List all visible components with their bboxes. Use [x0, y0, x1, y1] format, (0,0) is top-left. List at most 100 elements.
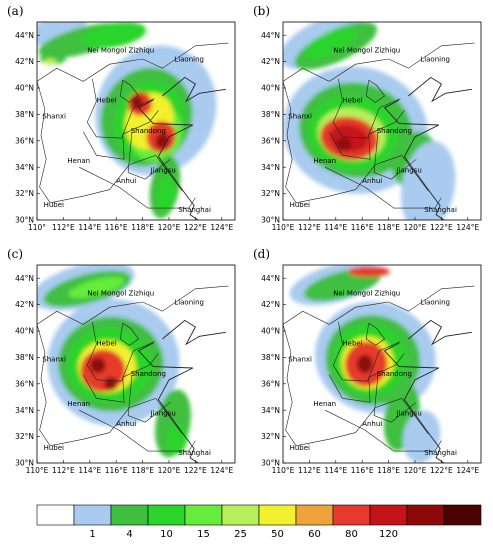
x-tick-label: 116°E: [105, 223, 128, 232]
border-line: [79, 409, 196, 452]
border-line: [37, 324, 51, 446]
y-tick-label: 30°N: [15, 459, 34, 468]
y-tick-label: 42°N: [15, 57, 34, 66]
panel-frame: [36, 21, 236, 221]
y-tick-label: 36°N: [15, 136, 34, 145]
y-tick-label: 42°N: [15, 300, 34, 309]
colorbar-label: 25: [234, 529, 247, 540]
border-line: [325, 166, 442, 209]
colorbar-swatch: [332, 504, 371, 526]
border-line: [119, 79, 140, 103]
x-tick-label: 110°E: [272, 466, 295, 475]
region-label: Hebei: [342, 97, 362, 105]
colorbar-swatch: [110, 504, 149, 526]
border-line: [283, 42, 475, 82]
province-borders: [37, 42, 229, 220]
rain-contour: [104, 377, 118, 391]
region-label: Hubei: [290, 444, 310, 452]
rain-contour: [156, 175, 177, 212]
rain-contour: [155, 133, 170, 149]
colorbar-swatch: [147, 504, 186, 526]
x-tick-label: 114°E: [324, 466, 347, 475]
colorbar-swatch: [369, 504, 408, 526]
region-label: Liaoning: [174, 299, 204, 307]
rain-contour: [68, 276, 125, 299]
border-line: [283, 285, 475, 325]
x-tick-label: 118°E: [377, 466, 400, 475]
map-panel: Nei Mongol Zizhiqu Liaoning Hebei Shanxi Sha…: [253, 247, 482, 475]
border-line: [365, 79, 386, 103]
rain-contour: [303, 268, 381, 302]
region-label: Shanxi: [288, 112, 312, 120]
region-label: Anhui: [116, 177, 136, 185]
region-label: Henan: [313, 157, 336, 165]
y-tick-label: 44°N: [15, 274, 34, 283]
border-line: [373, 374, 417, 423]
border-line: [127, 131, 171, 180]
rain-contour: [356, 354, 373, 374]
region-label: Shanxi: [42, 112, 66, 120]
colorbar-swatch: [221, 504, 260, 526]
x-tick-label: 122°E: [184, 223, 207, 232]
x-tick-label: 116°E: [351, 223, 374, 232]
y-tick-label: 32°N: [261, 189, 280, 198]
rain-contour: [131, 95, 144, 110]
rain-contour: [400, 141, 456, 220]
y-tick-label: 44°N: [261, 274, 280, 283]
colorbar-label: 1: [89, 529, 95, 540]
region-label: Shanghai: [424, 206, 457, 214]
x-tick-label: 124°E: [210, 466, 233, 475]
x-tick-label: 120°E: [158, 223, 181, 232]
border-line: [283, 81, 297, 203]
x-tick-label: 124°E: [210, 223, 233, 232]
region-label: Hubei: [44, 201, 64, 209]
x-tick-label: 116°E: [105, 466, 128, 475]
colorbar-swatch: [295, 504, 334, 526]
border-line: [332, 321, 401, 382]
rain-contour: [335, 138, 352, 152]
province-borders: [37, 285, 229, 463]
y-tick-label: 42°N: [261, 300, 280, 309]
coastline: [383, 99, 445, 220]
region-label: Shanghai: [424, 449, 457, 457]
region-label: Henan: [313, 400, 336, 408]
x-tick-label: 110°: [28, 223, 46, 232]
rain-contour: [166, 423, 188, 455]
panel-frame: [282, 21, 482, 221]
y-tick-label: 38°N: [15, 110, 34, 119]
y-tick-label: 44°N: [261, 31, 280, 40]
region-label: Henan: [67, 157, 90, 165]
x-tick-label: 122°E: [184, 466, 207, 475]
rain-contour: [347, 266, 390, 277]
region-label: Hebei: [96, 97, 116, 105]
region-label: Hebei: [96, 340, 116, 348]
coastline: [383, 342, 445, 463]
region-label: Jiangsu: [396, 410, 422, 418]
rain-contour: [89, 357, 106, 374]
colorbar-label: 15: [197, 529, 210, 540]
colorbar-label: 4: [126, 529, 132, 540]
x-tick-label: 124°E: [456, 466, 479, 475]
y-tick-label: 32°N: [15, 432, 34, 441]
colorbar: 1 4 10 15 25 50 60 80 120: [36, 504, 482, 540]
y-tick-label: 40°N: [261, 84, 280, 93]
rain-contour: [43, 58, 57, 65]
border-line: [332, 78, 401, 139]
y-tick-label: 40°N: [15, 84, 34, 93]
x-tick-label: 112°E: [298, 223, 321, 232]
border-line: [37, 285, 229, 325]
border-line: [283, 324, 297, 446]
region-label: Shanxi: [288, 355, 312, 363]
region-label: Hebei: [342, 340, 362, 348]
border-line: [79, 166, 196, 209]
region-label: Nei Mongol Zizhiqu: [333, 46, 400, 54]
region-label: Nei Mongol Zizhiqu: [87, 289, 154, 297]
rain-contour: [303, 27, 358, 59]
region-label: Nei Mongol Zizhiqu: [333, 289, 400, 297]
precipitation-field: [37, 265, 191, 458]
coastline: [162, 319, 226, 346]
colorbar-label: 120: [379, 529, 398, 540]
map-panel: Nei Mongol Zizhiqu Liaoning Hebei Shanxi Sha…: [253, 4, 482, 232]
y-tick-label: 32°N: [15, 189, 34, 198]
panel-label: (b): [253, 4, 270, 18]
